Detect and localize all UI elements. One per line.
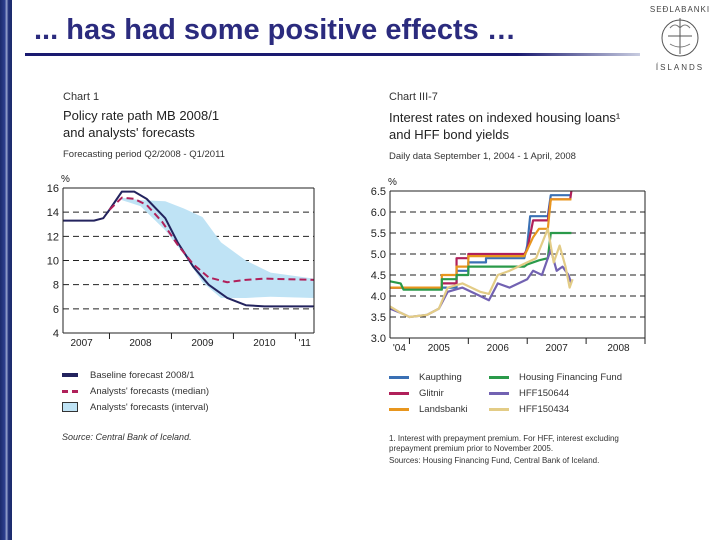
chart1-series-analysts-forecasts-median- (108, 196, 315, 284)
chart2-subtitle: Daily data September 1, 2004 - 1 April, … (389, 151, 576, 162)
legend-item: HFF150434 (489, 401, 649, 417)
slide-title: ... has had some positive effects … (34, 14, 516, 46)
legend-label: HFF150434 (519, 403, 570, 415)
svg-text:SEÐLABANKI: SEÐLABANKI (650, 5, 710, 14)
legend-item: Glitnir (389, 385, 489, 401)
legend-label: HFF150644 (519, 387, 570, 399)
chart2-ytick-label: 6.0 (371, 207, 386, 219)
chart2-plot: 3.0 3.5 4.0 4.5 5.0 5.5 6.0 6.5% '04 2005 2006 2007… (371, 177, 646, 354)
chart2-legend: Kaupthing Housing Financing Fund Glitnir HF… (389, 369, 649, 417)
legend-label: Analysts' forecasts (interval) (90, 401, 209, 413)
chart2-series-hff150434 (389, 227, 574, 319)
chart1-plot: 4 6 8 10 12 14 16% 2007 2008 2009 2010 '11 (47, 174, 315, 349)
legend-item: HFF150644 (489, 385, 649, 401)
svg-text:ÍSLANDS: ÍSLANDS (656, 63, 704, 72)
legend-item: Analysts' forecasts (interval) (62, 399, 209, 415)
legend-label: Analysts' forecasts (median) (90, 385, 210, 397)
legend-swatch (489, 407, 509, 411)
chart2-label: Chart III-7 (389, 91, 438, 103)
legend-label: Glitnir (419, 387, 444, 399)
legend-label: Baseline forecast 2008/1 (90, 369, 195, 381)
chart2-ytick-label: 5.5 (371, 228, 386, 240)
chart1-subtitle: Forecasting period Q2/2008 - Q1/2011 (63, 149, 225, 160)
chart1-source: Source: Central Bank of Iceland. (62, 432, 192, 442)
legend-swatch (489, 391, 509, 395)
chart1-ytick-label: 10 (47, 256, 59, 268)
chart1-title-line1: Policy rate path MB 2008/1 (63, 108, 220, 123)
central-bank-seal-logo: SEÐLABANKI ÍSLANDS (650, 5, 710, 72)
chart1-series-baseline-forecast-2008-1 (63, 190, 314, 308)
chart2-ytick-label: 6.5 (371, 186, 386, 198)
chart2-series-kaupthing (390, 194, 572, 289)
chart1-ytick-label: 8 (53, 280, 59, 292)
chart2-xtick-label: 2007 (546, 343, 569, 354)
chart2-ytick-label: 4.5 (371, 270, 386, 282)
title-underline (25, 53, 640, 56)
chart1-xtick-label: 2009 (191, 338, 214, 349)
chart2-xtick-label: 2008 (607, 343, 630, 354)
legend-item: Landsbanki (389, 401, 489, 417)
legend-item: Baseline forecast 2008/1 (62, 367, 209, 383)
legend-swatch (489, 375, 509, 379)
legend-swatch (389, 375, 409, 379)
chart1-legend: Baseline forecast 2008/1 Analysts' foreca… (62, 367, 209, 415)
chart2-ytick-label: 3.0 (371, 333, 386, 345)
chart1-xtick-label: 2007 (70, 338, 93, 349)
chart2-ytick-label: 5.0 (371, 249, 386, 261)
chart2-ytick-label: 3.5 (371, 312, 386, 324)
chart1-ytick-label: 14 (47, 207, 59, 219)
chart2-xtick-label: 2006 (487, 343, 510, 354)
chart1-xtick-label: 2008 (129, 338, 152, 349)
chart2-series-housing-financing-fund (389, 231, 572, 291)
legend-swatch (389, 391, 409, 395)
legend-item: Analysts' forecasts (median) (62, 383, 209, 399)
chart1-label: Chart 1 (63, 91, 100, 103)
legend-swatch (62, 389, 78, 393)
chart1-xtick-label: 2010 (253, 338, 276, 349)
slide-left-bar (0, 0, 12, 540)
chart2-source: Sources: Housing Financing Fund, Central… (389, 456, 600, 465)
chart1-interval-band (121, 197, 314, 298)
legend-label: Housing Financing Fund (519, 371, 622, 383)
chart2-ytick-label: 4.0 (371, 291, 386, 303)
chart1-ytick-label: 12 (47, 231, 59, 243)
legend-swatch (62, 373, 78, 377)
chart2-title-line1: Interest rates on indexed housing loans¹ (389, 110, 621, 125)
chart1-title-line2: and analysts' forecasts (63, 125, 195, 140)
chart2-xtick-label: 2005 (428, 343, 451, 354)
legend-item: Kaupthing (389, 369, 489, 385)
chart1-ytick-label: 16 (47, 183, 59, 195)
chart2-title-line2: and HFF bond yields (389, 127, 509, 142)
legend-swatch (62, 402, 78, 412)
chart2-xtick-label: '04 (393, 343, 406, 354)
legend-item: Housing Financing Fund (489, 369, 649, 385)
chart1-ylabel: % (61, 174, 70, 185)
legend-label: Kaupthing (419, 371, 462, 383)
chart2-series-landsbanki (390, 198, 572, 289)
chart1-ytick-label: 6 (53, 304, 59, 316)
chart1-xtick-label: '11 (299, 338, 312, 349)
legend-label: Landsbanki (419, 403, 468, 415)
chart2-footnote: 1. Interest with prepayment premium. For… (389, 434, 619, 453)
chart1-ytick-label: 4 (53, 328, 59, 340)
legend-swatch (389, 407, 409, 411)
chart2-ylabel: % (388, 177, 397, 188)
